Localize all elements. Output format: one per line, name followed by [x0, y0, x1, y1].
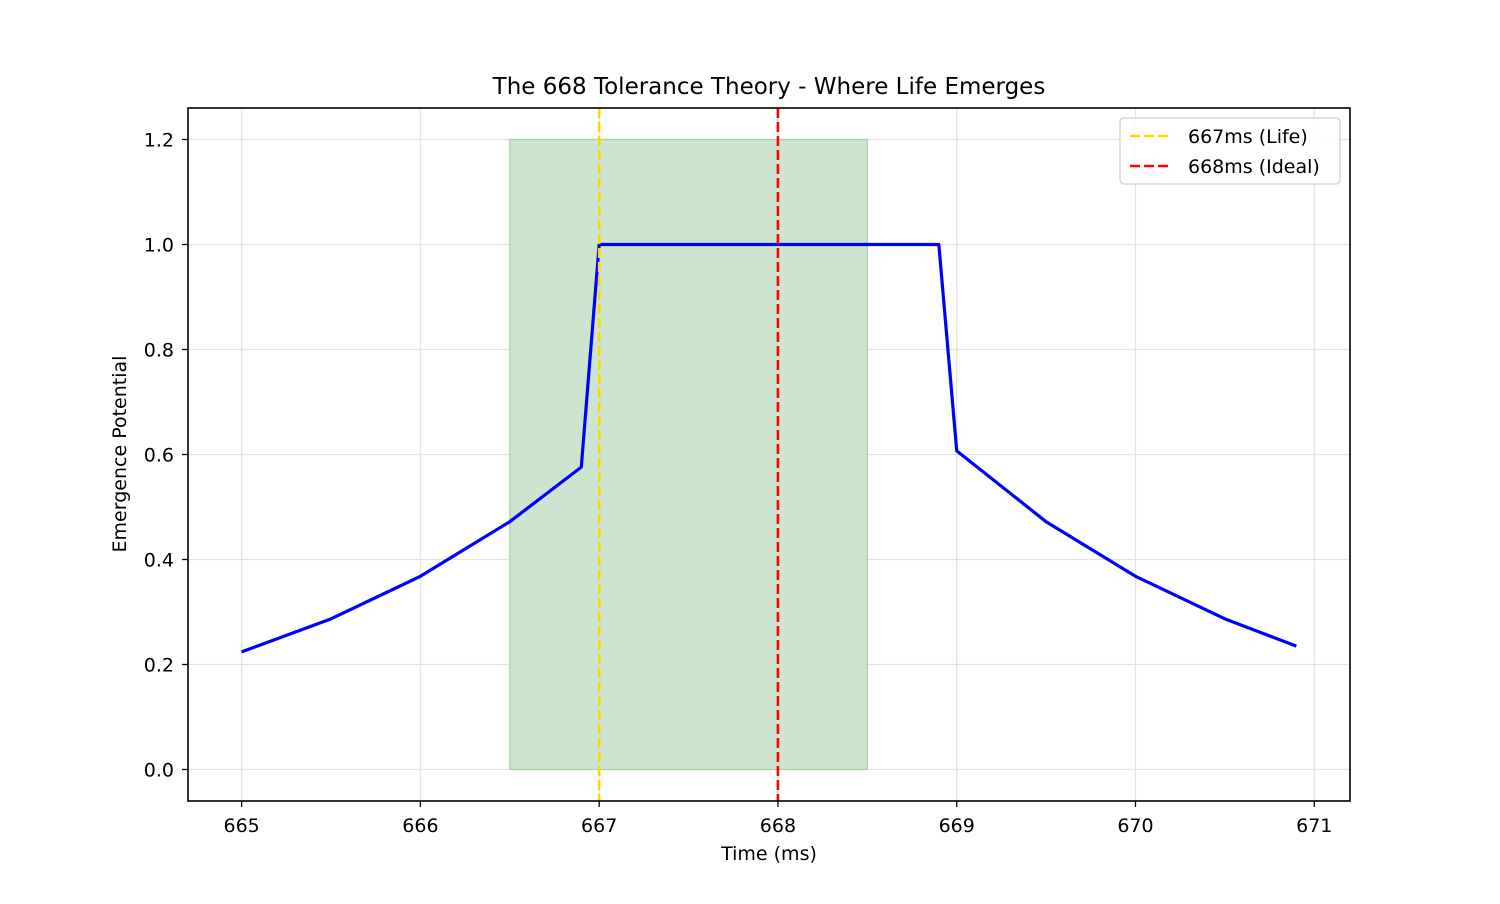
- x-axis-label: Time (ms): [720, 843, 817, 865]
- legend-label: 668ms (Ideal): [1188, 156, 1320, 178]
- y-tick-label: 0.6: [144, 445, 174, 467]
- y-tick-label: 1.2: [144, 130, 174, 152]
- y-tick-label: 0.0: [144, 760, 174, 782]
- series-line: [241, 242, 1297, 654]
- y-tick-label: 0.2: [144, 655, 174, 677]
- legend: 667ms (Life) 668ms (Ideal): [1119, 117, 1341, 185]
- shaded-region-layer: [509, 138, 868, 771]
- x-tick-label: 669: [939, 815, 975, 837]
- x-tick-label: 666: [402, 815, 438, 837]
- chart-title: The 668 Tolerance Theory - Where Life Em…: [492, 74, 1046, 100]
- y-tick-label: 0.8: [144, 340, 174, 362]
- legend-box: [1119, 117, 1341, 185]
- y-axis-label: Emergence Potential: [109, 356, 131, 553]
- y-tick-label: 1.0: [144, 235, 174, 257]
- x-axis-ticks: 665 666 667 668 669 670 671: [223, 801, 1332, 837]
- y-axis-ticks: 0.0 0.2 0.4 0.6 0.8 1.0 1.2: [144, 130, 188, 782]
- x-tick-label: 668: [760, 815, 796, 837]
- x-tick-label: 667: [581, 815, 617, 837]
- vline-layer: [597, 108, 780, 801]
- shaded-region: [509, 138, 868, 771]
- x-tick-label: 671: [1296, 815, 1332, 837]
- x-tick-label: 665: [223, 815, 259, 837]
- y-tick-label: 0.4: [144, 550, 174, 572]
- legend-label: 667ms (Life): [1188, 126, 1308, 148]
- series-layer: [241, 242, 1297, 654]
- x-tick-label: 670: [1117, 815, 1153, 837]
